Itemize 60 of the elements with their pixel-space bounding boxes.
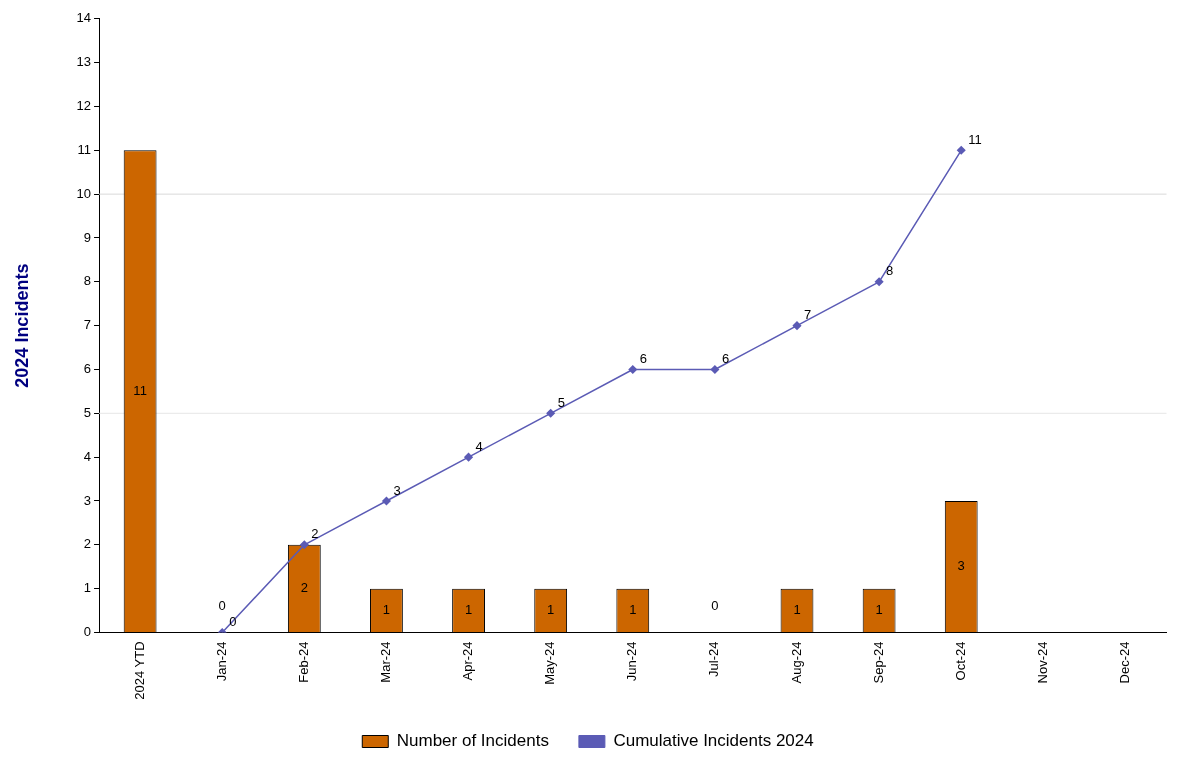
x-tick-label: Jun-24 [624,641,640,682]
x-tick-label: Apr-24 [460,641,476,681]
data-label: 0 [711,598,719,614]
y-tick-label: 6 [83,361,92,377]
x-tick-label: Nov-24 [1034,641,1050,684]
y-tick-label: 8 [83,273,92,289]
x-tick-label: Jul-24 [706,641,722,677]
data-label: 2 [300,579,308,595]
y-tick-label: 5 [83,404,92,420]
point [710,365,720,374]
x-tick-label: Mar-24 [378,641,394,683]
x-tick-label: 2024 YTD [131,641,147,700]
data-label: 3 [957,558,965,574]
point [382,496,391,506]
x-tick-label: Feb-24 [295,641,311,683]
point [300,540,309,550]
y-tick-label: 0 [83,624,92,640]
y-tick-label: 1 [83,580,92,596]
point [628,365,638,374]
x-tick-label: Oct-24 [952,641,968,681]
data-label: 7 [804,307,812,323]
y-tick-label: 13 [76,54,92,70]
data-label: 3 [393,482,401,498]
x-tick-label: Dec-24 [1117,641,1133,684]
y-tick-label: 11 [77,141,92,157]
data-label: 11 [133,382,147,398]
data-label: 5 [557,394,565,410]
y-tick-label: 3 [83,492,92,508]
data-label: 6 [639,351,648,367]
point [792,321,802,330]
x-tick-label: May-24 [542,641,558,685]
data-label: 2 [311,526,319,542]
data-label: 0 [218,598,226,614]
data-label: 1 [629,601,637,617]
point [956,146,966,155]
data-label: 11 [968,131,982,147]
point [546,409,555,418]
x-tick-label: Sep-24 [870,641,886,684]
y-tick-label: 7 [83,317,92,333]
legend-label: Number of Incidents [396,731,549,751]
y-tick-label: 4 [83,448,92,464]
y-tick-label: 9 [83,229,92,245]
data-label: 8 [886,263,894,279]
y-axis-title: 2024 Incidents [11,263,32,388]
x-tick-label: Jan-24 [213,641,229,682]
y-tick-label: 2 [83,536,92,552]
y-tick-label: 14 [76,10,92,26]
data-label: 1 [464,601,473,617]
point [874,277,884,287]
y-tick-label: 12 [76,98,92,114]
data-label: 6 [721,351,730,367]
data-label: 1 [547,601,555,617]
y-tick-label: 10 [76,185,92,201]
data-label: 1 [382,601,391,617]
x-tick-label: Aug-24 [788,641,804,684]
data-label: 1 [875,601,883,617]
data-label: 4 [475,438,483,454]
data-label: 1 [793,601,801,617]
point [464,452,473,462]
legend-label: Cumulative Incidents 2024 [613,731,814,751]
